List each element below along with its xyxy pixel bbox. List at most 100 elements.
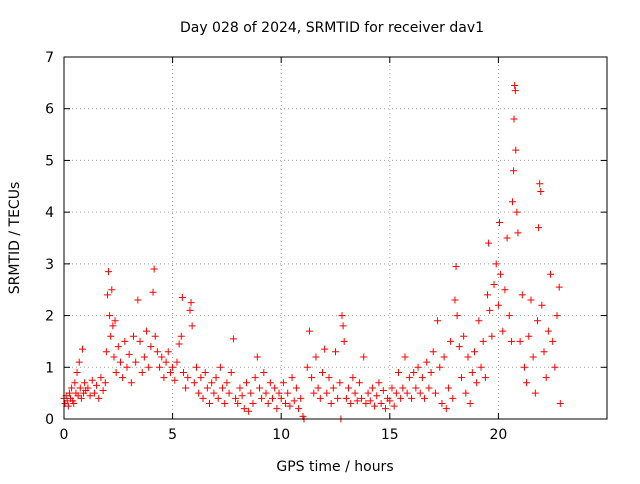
data-point — [381, 405, 389, 413]
data-point — [110, 353, 118, 361]
data-point — [323, 389, 331, 397]
data-point — [503, 234, 511, 242]
data-point — [208, 379, 216, 387]
data-point — [325, 374, 333, 382]
data-point — [379, 387, 387, 395]
y-tick-label: 4 — [45, 205, 54, 221]
data-point — [490, 281, 498, 289]
data-point — [184, 374, 192, 382]
data-point — [238, 392, 246, 400]
data-point — [371, 402, 379, 410]
data-point — [468, 368, 476, 376]
data-point — [245, 407, 253, 415]
data-point — [199, 394, 207, 402]
data-point — [538, 301, 546, 309]
data-point — [103, 291, 111, 299]
data-point — [510, 115, 518, 123]
data-point — [88, 376, 96, 384]
data-point — [121, 337, 129, 345]
data-point — [488, 332, 496, 340]
data-point — [451, 296, 459, 304]
data-point — [210, 389, 218, 397]
data-point — [84, 384, 92, 392]
y-tick-label: 0 — [45, 412, 54, 428]
data-point — [297, 394, 305, 402]
data-point — [520, 363, 528, 371]
data-point — [440, 353, 448, 361]
data-point — [316, 394, 324, 402]
data-point — [394, 368, 402, 376]
data-point — [358, 394, 366, 402]
data-point — [288, 374, 296, 382]
chart-title: Day 028 of 2024, SRMTID for receiver dav… — [180, 20, 484, 36]
data-point — [284, 389, 292, 397]
data-point — [438, 399, 446, 407]
data-point — [86, 392, 94, 400]
data-point — [175, 340, 183, 348]
data-point — [368, 384, 376, 392]
data-point — [99, 387, 107, 395]
data-point — [119, 374, 127, 382]
data-point — [305, 327, 313, 335]
data-point — [349, 374, 357, 382]
data-point — [71, 379, 79, 387]
data-point — [203, 384, 211, 392]
data-point — [195, 389, 203, 397]
data-point — [425, 384, 433, 392]
plot-frame — [63, 56, 608, 420]
data-point — [158, 353, 166, 361]
data-point — [452, 262, 460, 270]
data-point — [125, 350, 133, 358]
data-point — [347, 399, 355, 407]
data-point — [106, 312, 114, 320]
data-point — [114, 343, 122, 351]
data-point — [442, 405, 450, 413]
data-point — [102, 348, 110, 356]
data-point — [527, 296, 535, 304]
data-point — [334, 394, 342, 402]
data-point — [410, 368, 418, 376]
data-point — [292, 384, 300, 392]
data-point — [264, 399, 272, 407]
y-tick-label: 1 — [45, 360, 54, 376]
data-point — [249, 399, 257, 407]
data-point — [236, 384, 244, 392]
data-point — [542, 374, 550, 382]
data-point — [192, 363, 200, 371]
data-point — [475, 317, 483, 325]
data-point — [377, 399, 385, 407]
data-point — [416, 389, 424, 397]
data-point — [512, 146, 520, 154]
data-point — [105, 268, 113, 276]
data-point — [303, 363, 311, 371]
data-point — [216, 363, 224, 371]
data-point — [510, 167, 518, 175]
data-point — [229, 335, 237, 343]
data-point — [401, 353, 409, 361]
data-points — [60, 81, 564, 423]
data-point — [501, 286, 509, 294]
data-point — [227, 368, 235, 376]
data-point — [336, 379, 344, 387]
data-point — [123, 363, 131, 371]
data-point — [485, 239, 493, 247]
data-point — [414, 363, 422, 371]
data-point — [362, 399, 370, 407]
data-point — [497, 270, 505, 278]
y-tick-label: 2 — [45, 309, 54, 325]
x-tick-label: 15 — [381, 427, 399, 443]
data-point — [511, 81, 519, 89]
data-point — [130, 332, 138, 340]
data-point — [390, 402, 398, 410]
data-point — [360, 353, 368, 361]
data-point — [151, 332, 159, 340]
data-point — [423, 358, 431, 366]
data-point — [260, 368, 268, 376]
data-point — [247, 389, 255, 397]
data-point — [262, 389, 270, 397]
data-point — [70, 399, 78, 407]
data-point — [312, 353, 320, 361]
data-point — [499, 327, 507, 335]
data-point — [182, 384, 190, 392]
data-point — [188, 322, 196, 330]
